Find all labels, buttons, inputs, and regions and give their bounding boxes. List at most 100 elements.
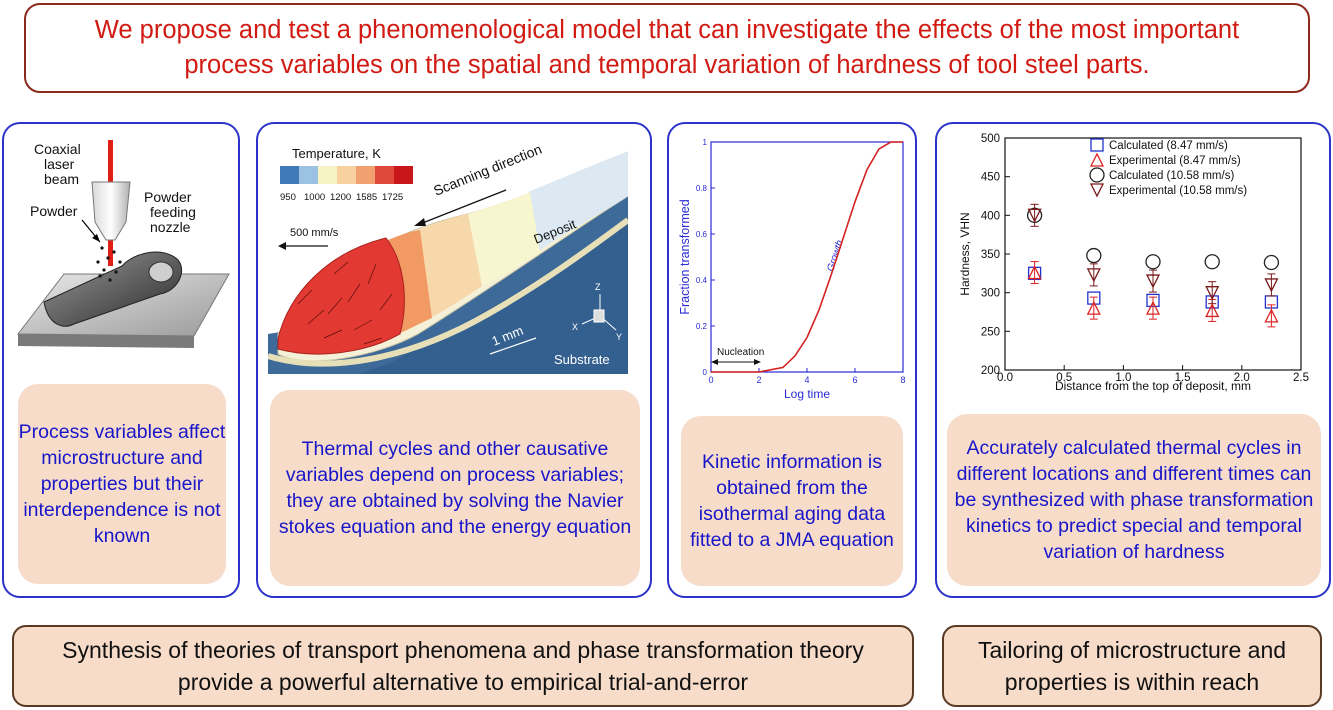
process-caption: Process variables affect microstructure … <box>18 384 226 584</box>
hardness-chart: Hardness, VHN Distance from the top of d… <box>958 133 1309 393</box>
kinetics-panel: Fraction transformed Log time Nucleation… <box>667 122 917 598</box>
hardness-data-point <box>1263 254 1280 271</box>
jma-growth-label: Growth <box>825 238 846 272</box>
label-feeding: feeding <box>150 204 196 220</box>
hardness-data-point <box>1205 286 1220 301</box>
hardness-x-tick-label: 2.0 <box>1234 372 1250 384</box>
tailoring-conclusion-box: Tailoring of microstructure and properti… <box>942 625 1322 707</box>
hardness-data-point <box>1145 274 1161 289</box>
jma-y-tick-label: 0.2 <box>696 322 708 331</box>
thermal-caption: Thermal cycles and other causative varia… <box>270 390 640 586</box>
headline-text: We propose and test a phenomenological m… <box>42 13 1292 83</box>
legend-marker <box>1089 183 1105 198</box>
jma-y-tick-label: 1 <box>703 138 708 147</box>
laser-deposition-illustration: Coaxial laser beam Powder Powder feeding… <box>16 140 230 348</box>
jma-x-tick-label: 8 <box>900 375 905 385</box>
hardness-data-point <box>1145 300 1161 315</box>
hardness-y-tick-label: 450 <box>981 172 1000 184</box>
colorbar-tick-950: 950 <box>280 192 296 203</box>
colorbar-tick-1585: 1585 <box>356 192 377 203</box>
hardness-caption: Accurately calculated thermal cycles in … <box>947 414 1321 586</box>
hardness-data-point <box>1086 247 1102 264</box>
process-caption-text: Process variables affect microstructure … <box>18 421 226 547</box>
kinetics-caption: Kinetic information is obtained from the… <box>681 416 903 586</box>
hardness-data-point <box>1204 254 1220 270</box>
hardness-x-tick-label: 1.0 <box>1115 372 1131 384</box>
legend-label: Experimental (8.47 mm/s) <box>1109 155 1241 167</box>
coordinate-axes-icon <box>581 294 617 331</box>
hardness-series-2 <box>1027 261 1279 328</box>
hardness-y-tick-label: 350 <box>981 249 1000 261</box>
hardness-data-point <box>1264 308 1279 323</box>
jma-x-tick-label: 6 <box>852 375 857 385</box>
hardness-series-4 <box>1027 203 1279 305</box>
hardness-y-axis-label: Hardness, VHN <box>958 212 972 295</box>
legend-label: Calculated (10.58 mm/s) <box>1109 170 1234 182</box>
thermal-caption-text: Thermal cycles and other causative varia… <box>278 438 632 538</box>
axis-x-label: X <box>572 322 578 332</box>
hardness-data-point <box>1205 302 1220 318</box>
hardness-y-tick-label: 200 <box>981 365 1000 377</box>
tailoring-conclusion-text: Tailoring of microstructure and properti… <box>977 637 1287 695</box>
legend-label: Experimental (10.58 mm/s) <box>1109 185 1247 197</box>
hardness-data-point <box>1086 300 1101 315</box>
hardness-data-point <box>1264 278 1279 293</box>
thermal-panel: Temperature, K 950 1000 1200 1585 1725 5… <box>256 122 652 598</box>
legend-marker <box>1089 152 1105 167</box>
legend-marker <box>1089 167 1105 183</box>
melt-pool <box>277 237 405 355</box>
temperature-colorbar <box>280 166 413 184</box>
headline-box: We propose and test a phenomenological m… <box>24 3 1310 93</box>
jma-transformation-curve <box>711 141 903 373</box>
legend-marker <box>1090 138 1104 152</box>
hardness-data-point <box>1027 208 1042 223</box>
colorbar-tick-1000: 1000 <box>304 192 325 203</box>
jma-x-tick-label: 0 <box>708 375 713 385</box>
colorbar-tick-1725: 1725 <box>382 192 403 203</box>
label-powder: Powder <box>30 203 78 219</box>
hardness-x-tick-label: 0.0 <box>997 372 1013 384</box>
hardness-panel: Hardness, VHN Distance from the top of d… <box>935 122 1331 598</box>
hardness-x-tick-label: 0.5 <box>1056 372 1072 384</box>
axis-z-label: Z <box>595 282 601 292</box>
hardness-y-tick-label: 250 <box>981 326 1000 338</box>
label-powder-feeding: Powder <box>144 189 192 205</box>
jma-kinetics-chart: Fraction transformed Log time Nucleation… <box>678 138 906 401</box>
nozzle <box>91 181 131 241</box>
label-coaxial: Coaxial <box>34 141 81 157</box>
jma-x-tick-label: 2 <box>756 375 761 385</box>
axis-y-label: Y <box>616 332 622 342</box>
hardness-x-tick-label: 1.5 <box>1175 372 1191 384</box>
jma-y-tick-label: 0.4 <box>696 276 708 285</box>
jma-y-axis-label: Fraction transformed <box>678 199 692 314</box>
hardness-y-tick-label: 500 <box>981 133 1000 145</box>
label-nozzle: nozzle <box>150 219 191 235</box>
substrate-label: Substrate <box>554 352 610 367</box>
jma-y-tick-label: 0.6 <box>696 230 708 239</box>
hardness-y-tick-label: 300 <box>981 288 1000 300</box>
temperature-label: Temperature, K <box>292 146 381 161</box>
synthesis-conclusion-text: Synthesis of theories of transport pheno… <box>62 637 864 695</box>
hardness-data-point <box>1086 268 1101 283</box>
process-panel: Coaxial laser beam Powder Powder feeding… <box>2 122 240 598</box>
headline-line-1: We propose and test a phenomenological m… <box>94 16 1240 44</box>
workpiece <box>43 251 183 327</box>
jma-y-tick-label: 0 <box>703 368 708 377</box>
kinetics-caption-text: Kinetic information is obtained from the… <box>690 451 894 551</box>
jma-x-axis-label: Log time <box>784 387 830 401</box>
synthesis-conclusion-box: Synthesis of theories of transport pheno… <box>12 625 914 707</box>
hardness-y-tick-label: 400 <box>981 210 1000 222</box>
jma-nucleation-label: Nucleation <box>717 347 764 358</box>
legend-label: Calculated (8.47 mm/s) <box>1109 140 1228 152</box>
hardness-data-point <box>1027 265 1042 280</box>
velocity-label: 500 mm/s <box>290 227 339 239</box>
jma-x-tick-label: 4 <box>804 375 809 385</box>
jma-y-tick-label: 0.8 <box>696 184 708 193</box>
hardness-series-3 <box>1026 207 1280 271</box>
colorbar-tick-1200: 1200 <box>330 192 351 203</box>
hardness-caption-text: Accurately calculated thermal cycles in … <box>954 437 1314 563</box>
hardness-x-axis-label: Distance from the top of deposit, mm <box>1055 379 1251 393</box>
powder-particles <box>96 246 122 282</box>
label-beam: beam <box>44 171 79 187</box>
temperature-field-illustration: Temperature, K 950 1000 1200 1585 1725 5… <box>268 134 628 374</box>
